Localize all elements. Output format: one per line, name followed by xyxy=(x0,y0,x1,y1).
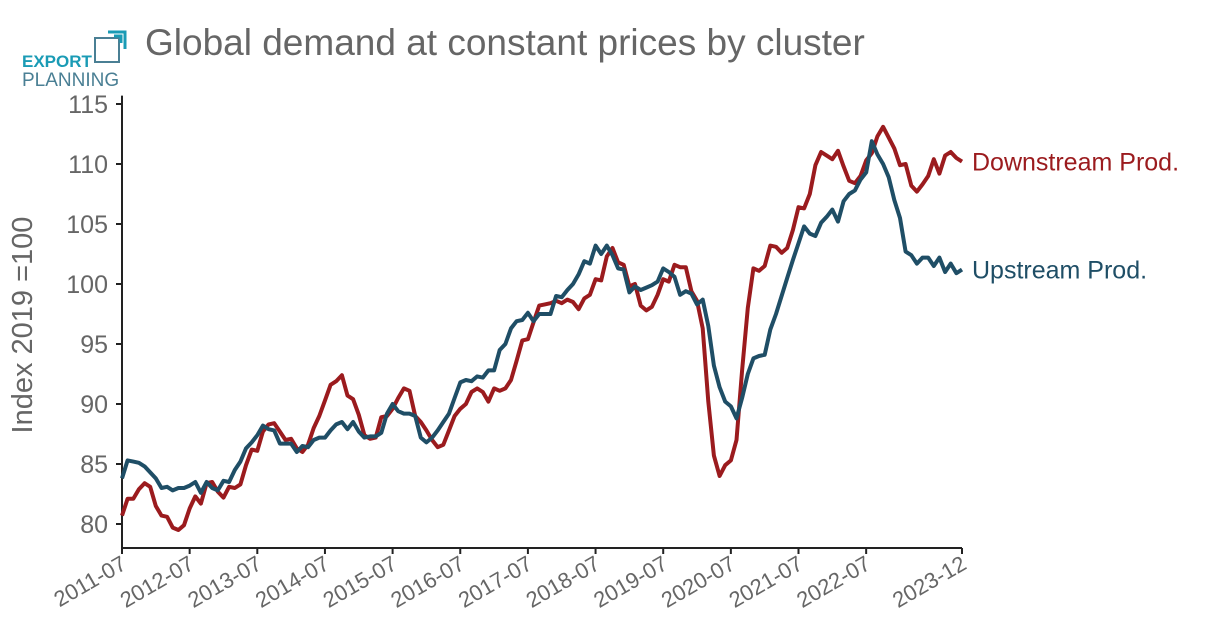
x-tick-label: 2020-07 xyxy=(657,551,739,613)
logo-arrow-icon xyxy=(108,30,127,49)
series-label-upstream-prod: Upstream Prod. xyxy=(972,257,1147,285)
x-tick-label: 2023-12 xyxy=(888,551,970,613)
logo-square-icon xyxy=(94,37,120,63)
x-tick-label: 2019-07 xyxy=(589,551,671,613)
y-tick-label: 80 xyxy=(80,511,108,539)
series-label-downstream-prod: Downstream Prod. xyxy=(972,149,1179,177)
y-tick-label: 100 xyxy=(66,271,108,299)
series-line-downstream-prod xyxy=(120,124,964,532)
x-tick-label: 2012-07 xyxy=(116,551,198,613)
y-tick-label: 110 xyxy=(68,151,108,179)
x-tick-label: 2015-07 xyxy=(319,551,401,613)
logo-text-planning: PLANNING xyxy=(22,70,119,91)
x-tick-label: 2016-07 xyxy=(386,551,468,613)
y-tick-label: 105 xyxy=(66,211,108,239)
y-tick-label: 90 xyxy=(80,391,108,419)
y-axis-label: Index 2019 =100 xyxy=(7,217,39,434)
logo-text-export: EXPORT xyxy=(22,52,93,71)
x-tick-label: 2017-07 xyxy=(454,551,536,613)
y-tick-label: 95 xyxy=(80,331,108,359)
logo: EXPORT PLANNING xyxy=(22,30,127,91)
x-tick-label: 2013-07 xyxy=(183,551,265,613)
x-tick-label: 2021-07 xyxy=(725,551,807,613)
x-tick-label: 2014-07 xyxy=(251,551,333,613)
y-tick-label: 85 xyxy=(80,451,108,479)
x-tick-label: 2018-07 xyxy=(522,551,604,613)
chart-title: Global demand at constant prices by clus… xyxy=(145,22,865,63)
y-tick-label: 115 xyxy=(68,91,108,119)
x-tick-label: 2011-07 xyxy=(49,551,130,612)
x-tick-label: 2022-07 xyxy=(792,551,874,613)
series-line-upstream-prod xyxy=(120,139,964,495)
